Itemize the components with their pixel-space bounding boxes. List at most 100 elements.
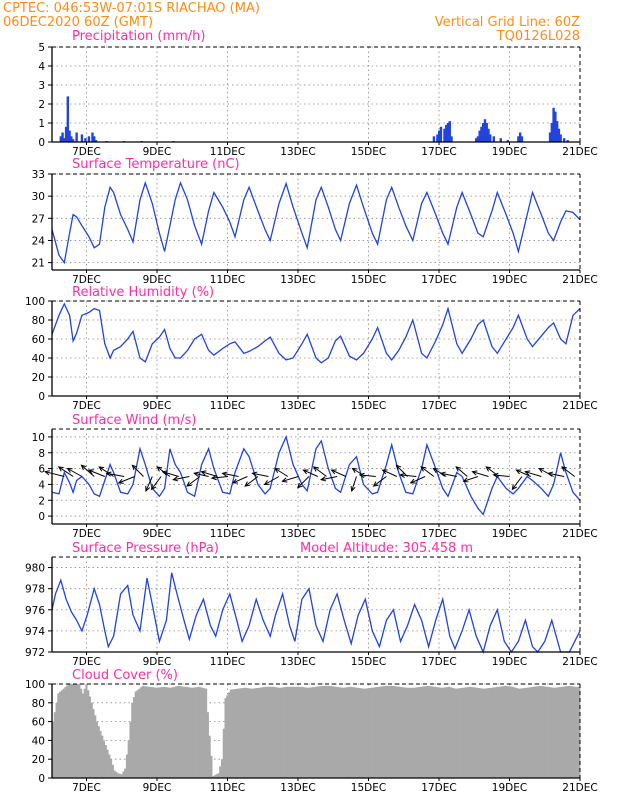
cloud-bar xyxy=(382,686,385,778)
cloud-bar xyxy=(354,687,357,778)
cloud-bar xyxy=(404,687,407,778)
cloud-bar xyxy=(317,686,320,778)
cloud-bar xyxy=(414,687,417,778)
wind-vector xyxy=(131,464,144,477)
cloud-bar xyxy=(544,686,547,778)
header-run-time: 06DEC2020 60Z (GMT) xyxy=(3,15,153,30)
x-tick-label: 7DEC xyxy=(72,782,101,794)
cloud-bar xyxy=(92,709,95,778)
cloud-bar xyxy=(307,687,310,778)
cloud-bar xyxy=(219,766,222,778)
cloud-bar xyxy=(187,687,190,778)
cloud-bar xyxy=(305,687,308,778)
cloud-bar xyxy=(428,686,431,778)
cloud-bar xyxy=(259,687,262,778)
y-tick-label: 6 xyxy=(38,464,45,476)
cloud-bar xyxy=(440,687,444,778)
x-tick-label: 19DEC xyxy=(492,146,527,158)
cloud-bar xyxy=(301,687,304,778)
cloud-bar xyxy=(270,686,273,778)
cloud-bar xyxy=(312,687,315,778)
x-tick-label: 9DEC xyxy=(143,528,172,540)
cloud-bar xyxy=(564,686,567,778)
cloud-bar xyxy=(384,685,387,778)
cloud-bar xyxy=(268,686,271,778)
x-tick-label: 9DEC xyxy=(143,400,172,412)
x-tick-label: 15DEC xyxy=(351,656,386,668)
precip-bar xyxy=(439,126,443,142)
cloud-bar xyxy=(117,773,120,778)
cloud-bar xyxy=(571,686,574,778)
cloud-bar xyxy=(161,687,164,778)
precip-bar xyxy=(84,138,87,142)
cloud-bar xyxy=(358,687,361,778)
cloud-bar xyxy=(439,687,442,778)
cloud-bar xyxy=(372,687,375,778)
y-tick-label: 40 xyxy=(32,735,45,747)
cloud-bar xyxy=(574,686,577,778)
cloud-bar xyxy=(493,687,496,778)
cloud-bar xyxy=(96,721,99,778)
cloud-bar xyxy=(233,689,236,778)
wind-vector xyxy=(172,476,190,482)
y-tick-label: 20 xyxy=(32,372,45,384)
x-tick-label: 9DEC xyxy=(143,146,172,158)
cloud-bar xyxy=(462,687,465,778)
precip-bar xyxy=(492,136,495,142)
cloud-bar xyxy=(402,687,405,778)
cloud-bar xyxy=(455,688,458,778)
wind-vector xyxy=(80,464,95,477)
cloud-bar xyxy=(141,685,144,778)
wind-vector xyxy=(399,472,417,478)
wind-vector xyxy=(462,476,479,483)
cloud-bar xyxy=(465,687,468,778)
precip-bar xyxy=(80,134,84,142)
precip-bar xyxy=(68,130,71,142)
cloud-bar xyxy=(71,684,74,778)
y-tick-label: 24 xyxy=(32,235,46,247)
cloud-bar xyxy=(118,773,121,778)
cloud-bar xyxy=(217,773,220,778)
panel-title: Relative Humidity (%) xyxy=(72,285,214,300)
cloud-bar xyxy=(53,712,56,778)
cloud-bar xyxy=(539,685,542,778)
x-tick-label: 11DEC xyxy=(210,146,245,158)
precip-bar xyxy=(499,138,502,142)
cloud-bar xyxy=(129,721,132,778)
cloud-bar xyxy=(308,687,312,778)
cloud-bar xyxy=(516,688,519,778)
precip-bar xyxy=(485,123,488,142)
pres-series-line xyxy=(51,572,581,654)
x-tick-label: 11DEC xyxy=(210,656,245,668)
x-tick-label: 21DEC xyxy=(562,146,597,158)
cloud-bar xyxy=(224,698,227,778)
y-tick-label: 974 xyxy=(25,626,45,638)
cloud-bar xyxy=(226,695,229,778)
cloud-bar xyxy=(171,687,174,778)
y-tick-label: 0 xyxy=(38,773,45,785)
precip-bar xyxy=(557,128,561,142)
precip-bar xyxy=(482,123,485,142)
panel-precipitation: Precipitation (mm/h) 0 1 2 3 4 5 7DEC 9DEC 11DEC… xyxy=(38,29,597,158)
cloud-bar xyxy=(175,686,178,778)
wind-vector xyxy=(251,471,269,477)
x-tick-label: 15DEC xyxy=(351,782,386,794)
cloud-bar xyxy=(527,687,530,778)
cloud-bar xyxy=(173,686,176,778)
cloud-bar xyxy=(497,686,500,778)
cloud-bar xyxy=(351,687,354,778)
cloud-bar xyxy=(548,687,551,778)
cloud-bar xyxy=(101,735,104,778)
cloud-bar xyxy=(511,686,514,778)
x-tick-label: 19DEC xyxy=(492,782,527,794)
precip-bar xyxy=(71,139,75,142)
model-altitude: Model Altitude: 305.458 m xyxy=(300,541,473,556)
wind-vector xyxy=(455,466,468,477)
wind-vector xyxy=(186,476,201,487)
wind-vector xyxy=(145,476,153,492)
cloud-bar xyxy=(569,686,572,778)
cloud-bar xyxy=(562,686,565,778)
temperature-plot: 21 24 27 30 33 7DEC 9DEC 11DEC 13DEC 15DEC 17DEC 19… xyxy=(32,169,598,286)
x-tick-label: 13DEC xyxy=(280,656,315,668)
wind-vector xyxy=(312,466,327,477)
